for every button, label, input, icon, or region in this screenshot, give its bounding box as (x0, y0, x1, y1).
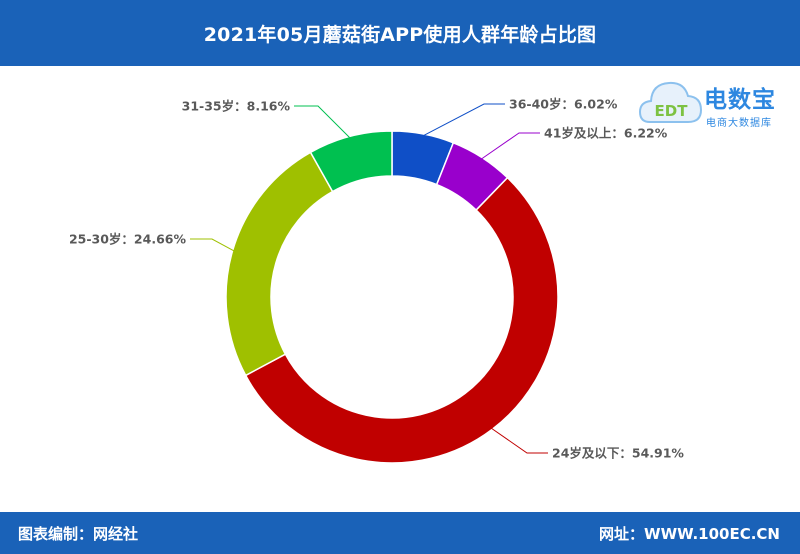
chart-header: 2021年05月蘑菇街APP使用人群年龄占比图 (0, 0, 800, 66)
leader-line-31-35岁 (294, 105, 351, 139)
leader-line-41岁及以上 (480, 132, 540, 160)
logo-brand: 电数宝 (704, 87, 776, 113)
chart-footer: 图表编制：网经社 网址：WWW.100EC.CN (0, 512, 800, 554)
data-label-24岁及以下: 24岁及以下：54.91% (552, 446, 684, 461)
data-label-36-40岁: 36-40岁：6.02% (509, 97, 618, 112)
logo-subtitle: 电商大数据库 (706, 118, 772, 129)
data-label-41岁及以上: 41岁及以上：6.22% (544, 126, 668, 141)
logo: EDT 电数宝 电商大数据库 (638, 70, 798, 136)
leader-line-25-30岁 (190, 238, 235, 252)
slice-31-35岁 (309, 130, 393, 193)
donut-chart: 36-40岁：6.02% 41岁及以上：6.22% 24岁及以下：54.91% 25-… (69, 97, 684, 464)
data-label-31-35岁: 31-35岁：8.16% (182, 99, 291, 114)
slice-25-30岁 (225, 151, 334, 377)
chart-title: 2021年05月蘑菇街APP使用人群年龄占比图 (203, 23, 597, 46)
leader-line-36-40岁 (422, 103, 505, 137)
footer-source: 图表编制：网经社 (18, 525, 139, 543)
footer-website: 网址：WWW.100EC.CN (599, 525, 780, 543)
logo-mark: EDT (655, 102, 689, 120)
cloud-logo-icon: EDT (638, 81, 703, 123)
slice-24岁及以下 (244, 176, 559, 464)
leader-line-24岁及以下 (490, 427, 548, 454)
data-label-25-30岁: 25-30岁：24.66% (69, 232, 187, 247)
